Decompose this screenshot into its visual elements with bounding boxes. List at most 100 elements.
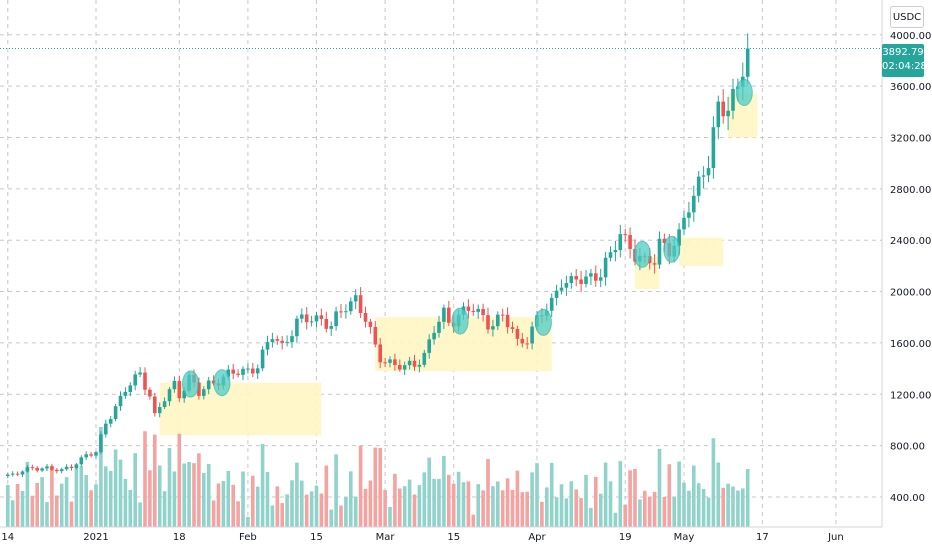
- volume-bar: [368, 480, 373, 527]
- volume-bar: [50, 465, 54, 527]
- volume-bar: [491, 486, 495, 527]
- candle-body: [510, 327, 515, 329]
- volume-bar: [202, 473, 206, 527]
- bar-countdown: 02:04:28: [882, 61, 927, 72]
- volume-bar: [696, 483, 701, 527]
- volume-bar: [84, 475, 88, 527]
- volume-bar: [241, 471, 245, 527]
- volume-bar: [706, 497, 711, 527]
- volume-bar: [643, 490, 647, 527]
- volume-bar: [515, 470, 520, 527]
- grid-lines: [0, 0, 882, 527]
- candle-body: [226, 369, 231, 377]
- currency-badge[interactable]: USDC: [890, 6, 924, 28]
- time-tick-label: Mar: [376, 532, 396, 543]
- price-tick-label: 3200.00: [890, 133, 931, 144]
- candle-body: [496, 314, 500, 327]
- time-tick-label: Jun: [827, 532, 844, 543]
- price-tick-label: 800.00: [890, 442, 925, 453]
- volume-bar: [741, 488, 745, 527]
- candle-body: [579, 279, 583, 284]
- highlight-circle: [182, 370, 200, 398]
- volume-bar: [496, 481, 500, 527]
- volume-bar: [309, 491, 314, 527]
- candle-body: [344, 311, 348, 313]
- volume-bar: [672, 496, 676, 527]
- candle-body: [662, 238, 667, 244]
- time-tick-label: Apr: [528, 532, 546, 543]
- candle-body: [265, 342, 270, 350]
- candle-body: [55, 469, 59, 472]
- volume-bar: [334, 454, 338, 527]
- price-axis: 4000.00 3600.00 3200.00 2800.00 2400.00 2000.…: [890, 31, 931, 504]
- volume-bar: [525, 491, 529, 527]
- candle-body: [104, 423, 108, 435]
- highlight-circle: [451, 307, 469, 335]
- candle-body: [520, 338, 525, 344]
- time-axis: 14 2021 18 Feb 15 Mar 15 Apr 19 May 17 Jun: [1, 532, 843, 543]
- volume-bar: [726, 483, 730, 527]
- volume-bar: [701, 489, 706, 527]
- candle-body: [148, 389, 152, 397]
- candle-body: [349, 301, 353, 312]
- candle-body: [319, 315, 324, 319]
- candle-body: [471, 310, 476, 312]
- candle-body: [138, 372, 142, 375]
- candle-body: [500, 314, 505, 316]
- volume-bar: [721, 487, 725, 527]
- candle-body: [447, 307, 451, 323]
- volume-bar: [79, 466, 84, 527]
- candle-body: [692, 195, 696, 213]
- volume-bar: [285, 494, 289, 527]
- candle-body: [569, 276, 574, 283]
- candle-body: [618, 234, 623, 251]
- volume-bar: [687, 490, 691, 527]
- candle-body: [334, 311, 338, 327]
- volume-bar: [157, 465, 162, 527]
- candle-body: [270, 339, 275, 343]
- volume-bar: [447, 474, 451, 527]
- candle-body: [324, 318, 329, 329]
- candle-body: [113, 406, 118, 420]
- candle-body: [613, 250, 618, 253]
- volume-bar: [628, 470, 632, 527]
- volume-bar: [236, 501, 240, 527]
- volume-bar: [231, 484, 235, 527]
- volume-bar: [349, 471, 353, 527]
- volume-bar: [736, 490, 740, 527]
- candle-body: [378, 344, 382, 363]
- candle-body: [589, 273, 593, 277]
- volume-bar: [745, 469, 750, 527]
- volume-bar: [64, 477, 69, 527]
- volume-bar: [20, 491, 25, 527]
- volume-bar: [652, 491, 657, 527]
- volume-bar: [143, 431, 147, 527]
- highlight-circle: [534, 308, 552, 336]
- time-tick-label: 2021: [83, 532, 108, 543]
- candle-body: [652, 263, 657, 265]
- volume-bar: [344, 497, 348, 527]
- volume-bar: [559, 484, 564, 527]
- volume-bar: [589, 507, 593, 527]
- volume-bar: [118, 459, 123, 527]
- volume-bar: [535, 463, 539, 527]
- volume-bar: [99, 427, 103, 527]
- candle-body: [574, 276, 578, 280]
- volume-bar: [481, 490, 485, 527]
- candle-body: [716, 101, 721, 128]
- highlight-circle: [213, 369, 231, 397]
- volume-bar: [456, 471, 461, 527]
- volume-bar: [197, 453, 201, 527]
- volume-bar: [692, 465, 696, 527]
- candle-body: [280, 340, 284, 343]
- volume-bar: [427, 457, 431, 527]
- volume-bar: [584, 474, 588, 527]
- volume-bar: [304, 494, 309, 527]
- volume-bar: [260, 444, 265, 527]
- candle-body: [99, 434, 103, 453]
- volume-bar: [255, 486, 260, 527]
- candle-body: [530, 326, 534, 344]
- price-tick-label: 3600.00: [890, 82, 931, 93]
- candle-body: [260, 349, 265, 369]
